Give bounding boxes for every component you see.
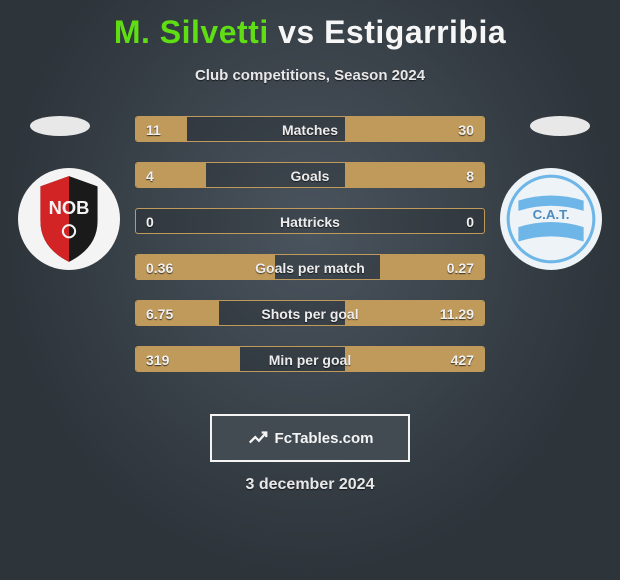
stat-label: Matches — [136, 117, 484, 142]
svg-text:C.A.T.: C.A.T. — [533, 207, 570, 222]
svg-text:NOB: NOB — [49, 197, 90, 218]
stat-row: 1130Matches — [135, 116, 485, 142]
player1-name: M. Silvetti — [114, 14, 269, 50]
stat-row: 00Hattricks — [135, 208, 485, 234]
cat-badge-icon: C.A.T. — [500, 168, 602, 270]
source-badge: FcTables.com — [210, 414, 410, 462]
stat-label: Goals per match — [136, 255, 484, 280]
stat-row: 319427Min per goal — [135, 346, 485, 372]
player2-name: Estigarribia — [324, 14, 506, 50]
team-badge-left: NOB — [18, 168, 120, 270]
subtitle: Club competitions, Season 2024 — [0, 67, 620, 84]
nob-badge-icon: NOB — [18, 168, 120, 270]
stat-row: 48Goals — [135, 162, 485, 188]
comparison-title: M. Silvetti vs Estigarribia — [0, 0, 620, 51]
stat-label: Shots per goal — [136, 301, 484, 326]
source-text: FcTables.com — [275, 430, 374, 447]
stat-label: Hattricks — [136, 209, 484, 234]
comparison-chart: NOB C.A.T. 1130Matches 48Goals 00Hattricks… — [0, 106, 620, 406]
date-text: 3 december 2024 — [0, 476, 620, 494]
indicator-ellipse-right — [530, 116, 590, 136]
stat-label: Min per goal — [136, 347, 484, 372]
stat-label: Goals — [136, 163, 484, 188]
stat-bars: 1130Matches 48Goals 00Hattricks 0.360.27Goa… — [135, 116, 485, 392]
chart-icon — [247, 427, 269, 449]
vs-separator: vs — [278, 14, 315, 50]
stat-row: 0.360.27Goals per match — [135, 254, 485, 280]
stat-row: 6.7511.29Shots per goal — [135, 300, 485, 326]
team-badge-right: C.A.T. — [500, 168, 602, 270]
indicator-ellipse-left — [30, 116, 90, 136]
